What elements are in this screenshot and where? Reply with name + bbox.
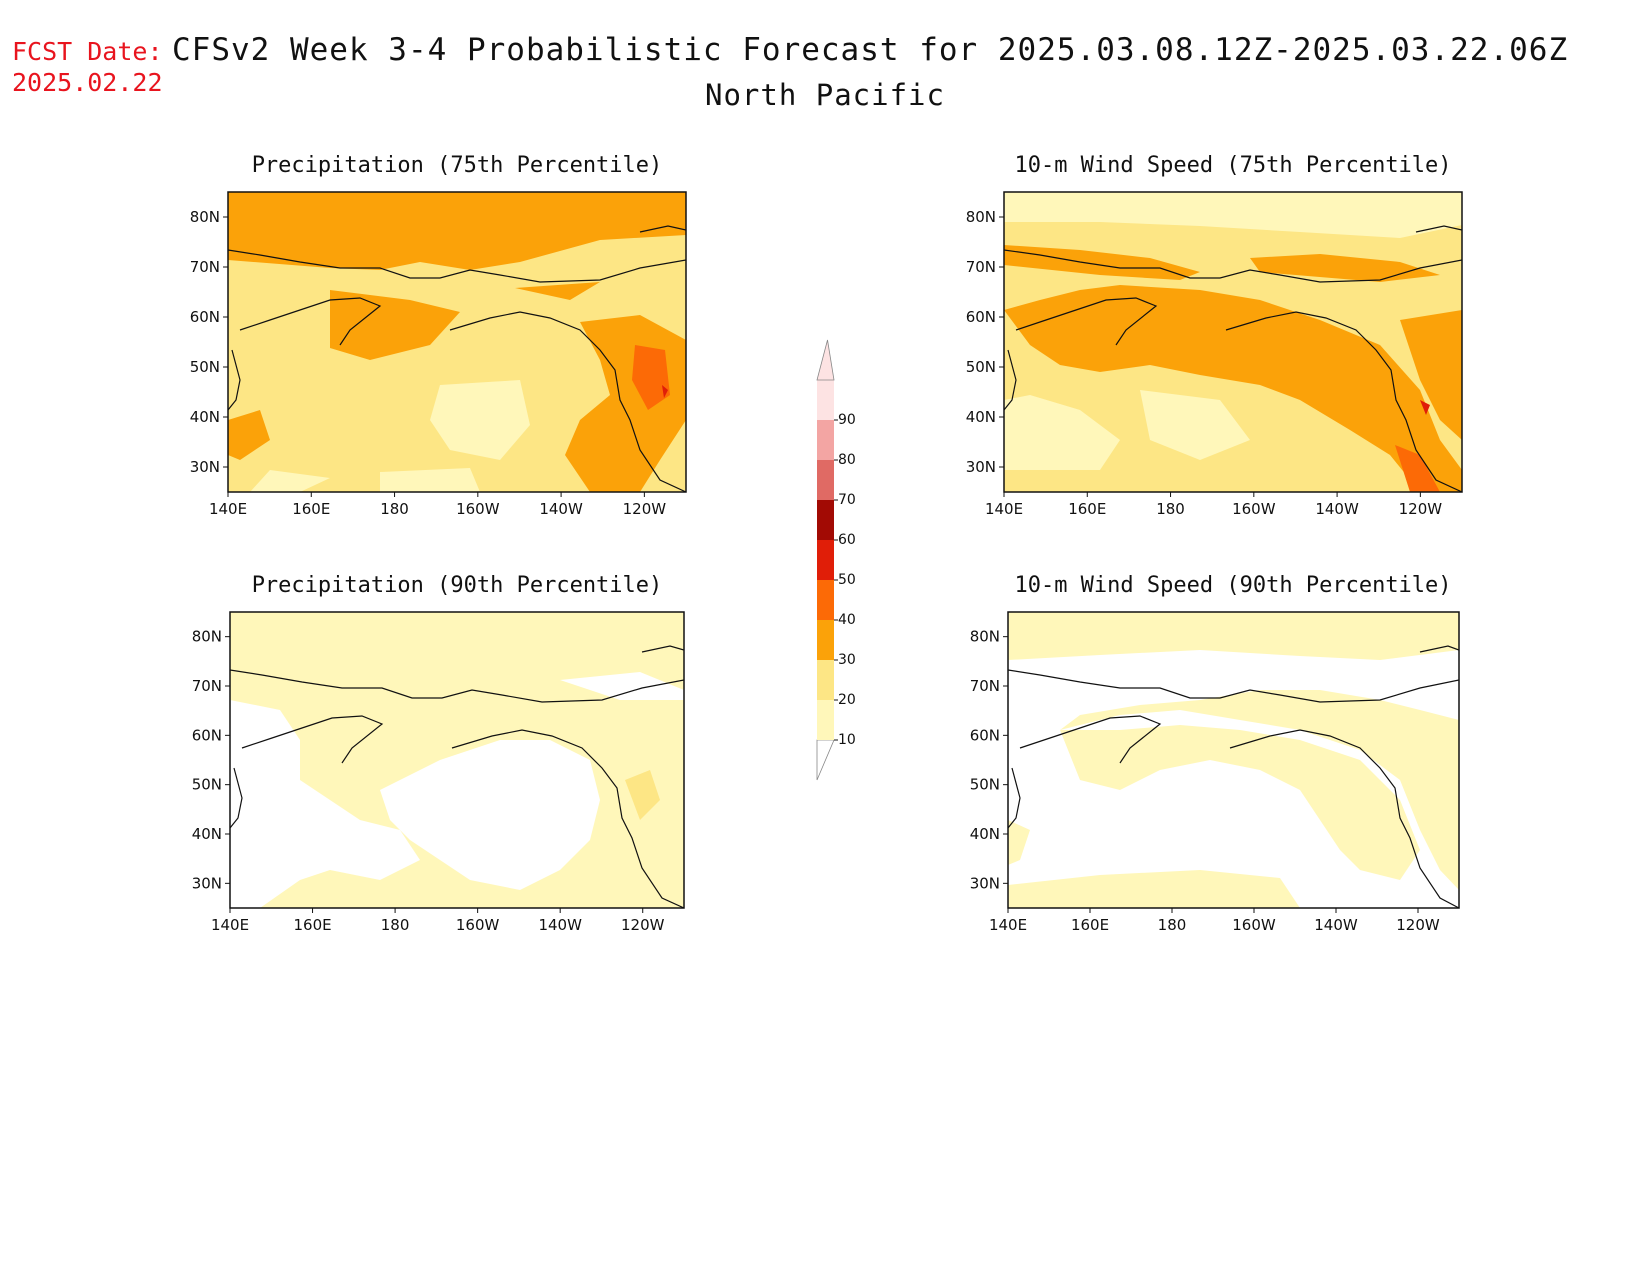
lon-tick-label: 160W [456,916,500,934]
lon-tick-label: 180 [380,500,409,518]
coastline [1004,225,1462,492]
lat-tick-label: 50N [192,776,222,794]
lat-tick-label: 50N [190,358,220,376]
lon-tick-label: 140W [1314,916,1358,934]
colorbar-swatch [817,540,834,580]
colorbar-label: 20 [838,692,856,708]
map-frame [227,191,687,493]
map-frame [1003,191,1463,493]
colorbar-upper-triangle [816,339,835,381]
colorbar-label: 40 [838,612,856,628]
colorbar-label: 30 [838,652,856,668]
lon-tick-label: 140E [211,916,249,934]
lon-tick-label: 180 [1158,916,1187,934]
lat-tick-label: 70N [192,677,222,695]
axis-ticks: 80N 70N 60N 50N 40N 30N 140E 160E 180 160W 140W 120… [190,208,1443,934]
lat-tick-label: 40N [192,825,222,843]
lon-tick-label: 160E [1068,500,1106,518]
colorbar-swatch [817,580,834,620]
colorbar-swatch [817,700,834,740]
colorbar-swatch [817,380,834,420]
panel-title-wind-90: 10-m Wind Speed (90th Percentile) [1014,573,1452,598]
lon-tick-label: 120W [1396,916,1440,934]
colorbar-swatch [817,420,834,460]
lat-tick-label: 60N [970,726,1000,744]
region-title: North Pacific [705,78,945,112]
lat-tick-label: 40N [190,408,220,426]
lat-tick-label: 80N [966,208,996,226]
lat-tick-label: 40N [970,825,1000,843]
lat-tick-label: 60N [192,726,222,744]
lon-tick-label: 140W [1315,500,1359,518]
lat-tick-label: 50N [966,358,996,376]
lat-tick-label: 30N [192,874,222,892]
map-frame [1007,611,1460,909]
wind-75-map [1003,191,1463,493]
lon-tick-label: 120W [623,500,667,518]
precip-75-map [227,191,687,493]
colorbar: 10 20 30 40 50 60 70 80 90 [816,339,856,781]
lat-tick-label: 60N [190,308,220,326]
lon-tick-label: 140E [989,916,1027,934]
field-30-40 [330,290,460,360]
lon-tick-label: 160E [293,916,331,934]
fcst-date-value: 2025.02.22 [12,68,163,97]
lon-tick-label: 180 [381,916,410,934]
colorbar-swatch [817,500,834,540]
lat-tick-label: 30N [966,458,996,476]
field-30-40 [228,192,686,270]
panel-title-precip-75: Precipitation (75th Percentile) [251,153,663,178]
colorbar-label: 80 [838,452,856,468]
colorbar-lower-triangle [816,739,835,781]
lat-tick-label: 70N [970,677,1000,695]
coastline [228,225,686,492]
lon-tick-label: 160W [1232,500,1276,518]
fcst-date-block: FCST Date: 2025.02.22 [12,36,163,98]
colorbar-label: 50 [838,572,856,588]
lat-tick-label: 70N [190,258,220,276]
panel-title-wind-75: 10-m Wind Speed (75th Percentile) [1014,153,1452,178]
lat-tick-label: 70N [966,258,996,276]
colorbar-label: 70 [838,492,856,508]
colorbar-label: 10 [838,732,856,748]
lon-tick-label: 140W [538,916,582,934]
lat-tick-label: 80N [190,208,220,226]
lat-tick-label: 80N [970,628,1000,646]
coastline [230,645,684,908]
lon-tick-label: 160W [1232,916,1276,934]
colorbar-label: 90 [838,412,856,428]
lon-tick-label: 160E [292,500,330,518]
page-title: CFSv2 Week 3-4 Probabilistic Forecast fo… [172,32,1569,68]
fcst-date-label: FCST Date: [12,37,163,66]
lon-tick-label: 160E [1071,916,1109,934]
coastline [1008,645,1459,908]
lat-tick-label: 40N [966,408,996,426]
panel-title-precip-90: Precipitation (90th Percentile) [251,573,663,598]
lon-tick-label: 140W [539,500,583,518]
colorbar-label: 60 [838,532,856,548]
wind-90-map [1007,611,1460,909]
lat-tick-label: 50N [970,776,1000,794]
lon-tick-label: 160W [456,500,500,518]
map-frame [229,611,685,909]
lat-tick-label: 30N [970,874,1000,892]
lat-tick-label: 60N [966,308,996,326]
lon-tick-label: 140E [985,500,1023,518]
precip-90-map [229,611,685,909]
lat-tick-label: 80N [192,628,222,646]
lon-tick-label: 120W [621,916,665,934]
colorbar-swatch [817,620,834,660]
lon-tick-label: 120W [1399,500,1443,518]
lat-tick-label: 30N [190,458,220,476]
lon-tick-label: 140E [209,500,247,518]
colorbar-swatch [817,460,834,500]
colorbar-swatch [817,660,834,700]
lon-tick-label: 180 [1156,500,1185,518]
